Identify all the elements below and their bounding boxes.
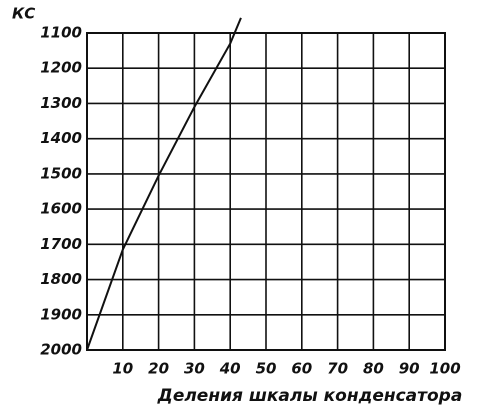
x-tick-label: 50: [256, 360, 277, 378]
y-tick-label: 1200: [40, 59, 82, 77]
x-tick-label: 30: [184, 360, 205, 378]
y-tick-label: 2000: [40, 341, 82, 359]
x-tick-label: 20: [148, 360, 169, 378]
x-axis-label: Деления шкалы конденсатора: [157, 386, 463, 406]
y-tick-label: 1600: [40, 200, 82, 218]
x-tick-label: 40: [219, 360, 241, 378]
y-tick-label: 1300: [40, 94, 82, 112]
y-tick-label: 1800: [40, 270, 82, 288]
x-tick-label: 60: [291, 360, 312, 378]
y-tick-label: 1100: [40, 24, 82, 42]
x-tick-label: 100: [429, 360, 460, 378]
x-tick-label: 90: [399, 360, 420, 378]
y-tick-label: 1500: [40, 164, 82, 182]
y-tick-label: 1700: [40, 235, 82, 253]
x-tick-label: 10: [112, 360, 133, 378]
y-axis-label: КС: [12, 5, 35, 23]
x-tick-label: 80: [363, 360, 384, 378]
data-line: [86, 17, 242, 351]
y-tick-label: 1400: [40, 129, 82, 147]
x-tick-label: 70: [327, 360, 348, 378]
y-tick-label: 1900: [40, 305, 82, 323]
